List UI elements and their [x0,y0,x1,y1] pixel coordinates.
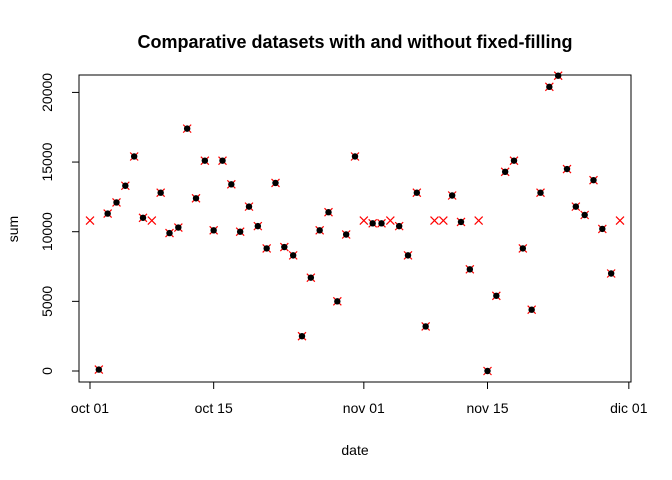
original-point-marker [245,203,253,210]
y-tick-label: 10000 [39,212,55,251]
original-point-marker [404,252,412,259]
x-tick-label: oct 01 [71,400,109,416]
original-point-marker [342,231,350,238]
original-point-marker [139,214,147,221]
filled-point-marker [385,216,395,225]
x-tick-label: oct 15 [195,400,233,416]
filled-series [85,71,625,376]
original-point-marker [422,323,429,330]
filled-point-marker [615,216,625,225]
original-point-marker [219,157,226,164]
x-axis-label: date [341,442,368,458]
x-tick-label: nov 01 [343,400,385,416]
original-point-marker [493,292,500,299]
original-point-marker [175,224,182,231]
original-point-marker [263,245,270,252]
y-axis-label: sum [5,216,21,242]
y-tick-label: 5000 [39,286,55,317]
plot-frame [78,74,632,383]
original-point-marker [254,222,262,230]
original-point-marker [325,209,332,216]
original-point-marker [413,189,421,196]
original-point-marker [289,252,297,259]
original-point-marker [236,228,244,235]
original-series [95,72,615,375]
y-axis: 0 5000 10000 15000 20000 [39,73,80,375]
y-tick-label: 20000 [39,73,55,112]
original-point-marker [537,189,544,196]
original-point-marker [113,199,120,206]
original-point-marker [183,125,191,132]
y-tick-label: 15000 [39,142,55,181]
original-point-marker [510,157,518,164]
original-point-marker [546,83,553,91]
original-point-marker [334,298,341,305]
original-point-marker [563,165,571,173]
filled-point-marker [359,216,369,225]
original-point-marker [457,218,465,226]
original-point-marker [484,367,491,375]
original-point-marker [378,220,385,227]
original-point-marker [572,203,580,210]
original-point-marker [298,332,306,340]
original-point-marker [130,153,138,160]
original-point-marker [122,182,129,189]
original-point-marker [466,266,474,273]
x-tick-label: dic 01 [610,400,648,416]
original-point-marker [581,211,588,219]
original-point-marker [590,176,597,184]
original-point-marker [369,220,376,227]
filled-point-marker [430,216,439,225]
original-point-marker [395,222,403,230]
filled-point-marker [474,216,484,225]
original-point-marker [192,195,200,202]
original-point-marker [228,181,235,188]
original-point-marker [351,153,359,160]
original-point-marker [104,210,111,217]
original-point-marker [501,168,509,176]
original-point-marker [157,189,164,196]
original-point-marker [448,192,456,199]
original-point-marker [272,179,279,187]
original-point-marker [519,245,527,252]
original-point-marker [607,270,615,277]
x-tick-label: nov 15 [466,400,508,416]
chart-title: Comparative datasets with and without fi… [137,32,572,52]
original-point-marker [210,227,217,234]
original-point-marker [166,229,173,237]
y-tick-label: 0 [39,367,55,375]
original-point-marker [95,366,103,373]
original-point-marker [316,227,323,234]
original-point-marker [281,243,288,251]
original-point-marker [554,72,562,79]
filled-point-marker [147,216,157,225]
x-axis: oct 01 oct 15 nov 01 nov 15 dic 01 [71,381,648,416]
original-point-marker [528,306,535,313]
original-point-marker [307,274,315,281]
filled-point-marker [438,216,448,225]
filled-point-marker [85,216,95,225]
original-point-marker [599,225,606,233]
original-point-marker [201,157,209,164]
